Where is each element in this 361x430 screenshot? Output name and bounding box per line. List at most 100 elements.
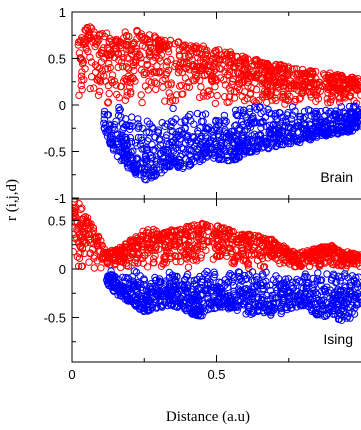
positive-correlation-point	[101, 65, 110, 73]
negative-correlation-point	[253, 290, 261, 298]
negative-correlation-point	[321, 288, 329, 296]
positive-correlation-point	[161, 75, 169, 83]
positive-correlation-point	[225, 229, 234, 237]
positive-correlation-point	[337, 71, 346, 80]
positive-correlation-point	[332, 73, 340, 81]
positive-correlation-point	[317, 257, 325, 265]
x-axis-title: Distance (a.u)	[166, 409, 250, 425]
negative-correlation-point	[295, 294, 304, 302]
positive-correlation-point	[197, 254, 205, 262]
negative-correlation-point	[132, 301, 140, 309]
positive-correlation-point	[328, 260, 337, 268]
positive-correlation-point	[322, 83, 331, 92]
positive-correlation-point	[305, 262, 314, 271]
negative-correlation-point	[215, 278, 223, 286]
y-tick-label: 0.5	[48, 52, 66, 67]
negative-correlation-point	[327, 107, 335, 116]
positive-correlation-point	[336, 98, 344, 107]
negative-correlation-point	[146, 151, 155, 160]
negative-correlation-point	[140, 145, 148, 153]
negative-correlation-point	[114, 111, 123, 119]
negative-correlation-point	[244, 302, 252, 310]
negative-correlation-point	[197, 117, 206, 126]
positive-correlation-point	[305, 82, 313, 91]
negative-correlation-point	[129, 162, 138, 171]
positive-correlation-point	[280, 259, 288, 267]
negative-correlation-point	[252, 281, 261, 289]
positive-correlation-point	[108, 37, 116, 45]
negative-correlation-point	[187, 160, 195, 169]
positive-correlation-point	[143, 60, 151, 69]
positive-correlation-point	[189, 43, 198, 51]
positive-correlation-point	[78, 85, 86, 94]
negative-correlation-point	[249, 136, 257, 144]
positive-correlation-point	[233, 253, 241, 261]
negative-correlation-point	[332, 278, 341, 286]
positive-correlation-point	[119, 54, 128, 62]
negative-correlation-point	[124, 164, 132, 172]
positive-correlation-point	[281, 72, 289, 80]
negative-correlation-point	[337, 296, 345, 305]
negative-correlation-point	[227, 300, 235, 308]
negative-correlation-point	[230, 292, 238, 300]
positive-correlation-point	[294, 250, 302, 259]
positive-correlation-point	[197, 251, 206, 259]
negative-correlation-point	[208, 150, 217, 158]
negative-correlation-point	[223, 156, 232, 165]
y-tick-label: 0	[59, 98, 66, 113]
negative-correlation-point	[216, 284, 224, 292]
positive-correlation-point	[213, 222, 221, 231]
negative-correlation-point	[124, 148, 133, 156]
positive-correlation-point	[84, 47, 92, 56]
positive-correlation-point	[211, 83, 219, 91]
positive-correlation-point	[183, 60, 191, 68]
positive-correlation-point	[181, 41, 189, 49]
positive-correlation-point	[193, 226, 201, 234]
negative-correlation-point	[187, 288, 196, 296]
negative-correlation-point	[200, 307, 209, 316]
negative-correlation-point	[317, 107, 325, 116]
positive-correlation-point	[123, 45, 131, 53]
negative-correlation-point	[198, 275, 207, 283]
positive-correlation-point	[77, 36, 85, 44]
negative-correlation-point	[300, 107, 309, 116]
positive-correlation-point	[203, 92, 211, 100]
positive-correlation-point	[216, 251, 224, 260]
positive-correlation-point	[223, 252, 231, 260]
negative-correlation-point	[161, 122, 169, 131]
positive-correlation-point	[76, 37, 84, 45]
negative-correlation-point	[226, 147, 234, 155]
positive-correlation-point	[196, 93, 204, 102]
positive-correlation-point	[193, 48, 201, 57]
positive-correlation-point	[230, 62, 238, 71]
negative-correlation-point	[139, 124, 147, 133]
positive-correlation-point	[126, 78, 135, 87]
negative-correlation-point	[275, 281, 283, 289]
positive-correlation-point	[122, 63, 131, 71]
negative-correlation-point	[105, 125, 113, 133]
positive-correlation-point	[152, 79, 161, 88]
negative-correlation-point	[306, 296, 314, 304]
negative-correlation-point	[347, 115, 355, 123]
negative-correlation-point	[242, 291, 251, 299]
negative-correlation-point	[209, 283, 217, 292]
positive-correlation-point	[177, 243, 185, 251]
positive-correlation-point	[175, 236, 184, 245]
negative-correlation-point	[192, 296, 200, 304]
positive-correlation-point	[162, 259, 171, 267]
positive-correlation-point	[77, 81, 85, 90]
positive-correlation-point	[164, 48, 173, 56]
negative-correlation-point	[277, 290, 285, 299]
positive-correlation-point	[215, 247, 223, 255]
positive-correlation-point	[214, 237, 223, 245]
positive-correlation-point	[147, 245, 155, 253]
positive-correlation-point	[136, 237, 144, 245]
negative-correlation-point	[295, 277, 304, 285]
negative-correlation-point	[255, 103, 264, 112]
negative-correlation-point	[224, 278, 233, 286]
positive-correlation-point	[232, 246, 240, 254]
positive-correlation-point	[72, 209, 79, 217]
negative-correlation-point	[171, 157, 179, 165]
negative-correlation-point	[339, 126, 347, 135]
positive-correlation-point	[79, 215, 87, 224]
